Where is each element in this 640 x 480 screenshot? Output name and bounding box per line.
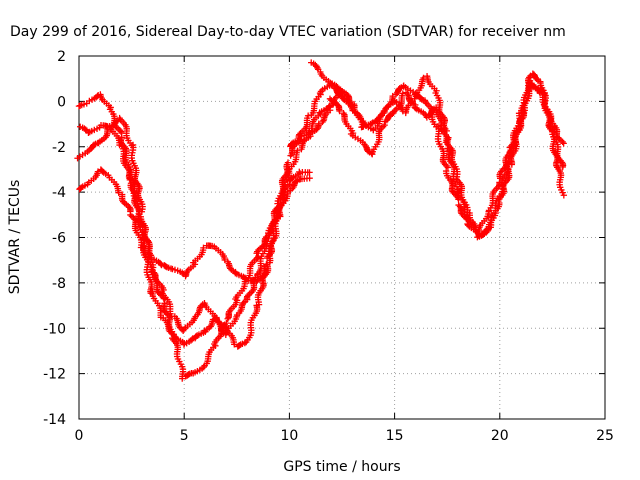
data-point xyxy=(160,295,168,302)
data-point xyxy=(95,139,102,147)
data-point xyxy=(442,139,450,146)
data-point xyxy=(346,98,354,106)
data-point xyxy=(236,342,243,349)
y-tick-label: -8 xyxy=(52,276,66,292)
data-point xyxy=(306,169,313,176)
axis-ticks: 0 5 10 15 20 25 -14 -12 -10 -8 -6 -4 -2 0 2 xyxy=(43,49,614,444)
data-point xyxy=(390,108,398,115)
data-point xyxy=(244,292,252,299)
data-point xyxy=(389,92,396,100)
chart-title: Day 299 of 2016, Sidereal Day-to-day VTE… xyxy=(10,24,566,40)
data-point xyxy=(85,129,92,137)
y-tick-label: -2 xyxy=(52,140,66,156)
series-track-1 xyxy=(75,80,355,286)
x-axis-label: GPS time / hours xyxy=(283,459,400,475)
data-point xyxy=(529,82,536,89)
series-track-3 xyxy=(74,114,313,338)
y-tick-label: -4 xyxy=(52,185,66,201)
data-point xyxy=(99,168,106,175)
y-tick-label: -12 xyxy=(43,367,66,383)
data-point xyxy=(444,164,452,171)
y-tick-label: 0 xyxy=(57,94,66,110)
data-point xyxy=(262,233,270,241)
y-tick-label: -6 xyxy=(52,231,66,247)
x-tick-label: 0 xyxy=(75,428,84,444)
data-point xyxy=(200,244,207,252)
y-tick-label: -10 xyxy=(43,321,66,337)
data-point xyxy=(241,276,249,283)
x-tick-label: 20 xyxy=(491,428,509,444)
series-track-7 xyxy=(287,77,567,240)
data-point xyxy=(263,261,271,268)
data-point xyxy=(294,147,301,154)
data-point xyxy=(188,336,196,343)
series-track-4 xyxy=(76,166,313,382)
x-tick-label: 5 xyxy=(180,428,189,444)
data-point xyxy=(254,254,261,261)
data-point xyxy=(231,341,238,348)
data-point xyxy=(304,112,312,119)
y-axis-label: SDTVAR / TECUs xyxy=(7,180,23,295)
data-points xyxy=(74,59,568,382)
data-point xyxy=(560,192,568,199)
data-point xyxy=(284,159,292,166)
x-tick-label: 15 xyxy=(386,428,404,444)
series-track-6 xyxy=(326,83,567,235)
data-point xyxy=(406,97,414,105)
data-point xyxy=(326,102,333,109)
grid xyxy=(79,56,605,419)
data-point xyxy=(559,138,566,146)
y-tick-label: 2 xyxy=(57,49,66,65)
data-point xyxy=(458,210,465,217)
data-point xyxy=(82,126,89,133)
data-point xyxy=(336,107,343,115)
data-point xyxy=(464,222,472,229)
data-point xyxy=(559,163,566,171)
data-point xyxy=(179,375,186,382)
data-point xyxy=(223,319,230,327)
data-point xyxy=(506,158,513,165)
data-point xyxy=(306,174,313,182)
data-point xyxy=(288,140,296,147)
data-point xyxy=(362,142,370,150)
x-tick-label: 25 xyxy=(596,428,614,444)
data-point xyxy=(315,120,323,127)
data-point xyxy=(115,189,122,196)
data-point xyxy=(138,208,146,215)
data-point xyxy=(104,124,112,132)
data-point xyxy=(381,121,388,129)
data-point xyxy=(482,227,489,235)
y-tick-label: -14 xyxy=(43,412,66,428)
data-point xyxy=(412,104,419,112)
data-point xyxy=(218,324,225,331)
data-point xyxy=(455,196,462,203)
data-point xyxy=(560,140,567,147)
data-point xyxy=(339,95,347,102)
data-point xyxy=(159,294,167,301)
data-point xyxy=(241,339,249,347)
data-point xyxy=(127,211,134,219)
x-tick-label: 10 xyxy=(280,428,298,444)
